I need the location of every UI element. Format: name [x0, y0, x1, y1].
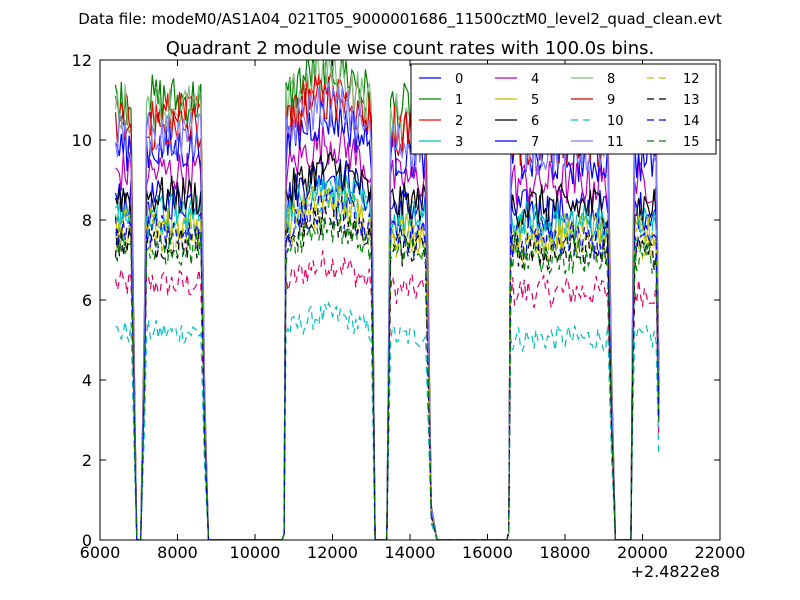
- legend-label-5: 5: [531, 93, 539, 108]
- legend-label-7: 7: [531, 135, 539, 150]
- y-tick-label: 4: [82, 371, 92, 390]
- x-tick-label: 10000: [230, 543, 281, 562]
- x-tick-label: 22000: [695, 543, 746, 562]
- legend-label-15: 15: [683, 135, 700, 150]
- legend-label-13: 13: [683, 93, 700, 108]
- y-tick-label: 10: [72, 131, 92, 150]
- legend-label-9: 9: [607, 93, 615, 108]
- series-line-10: [115, 177, 660, 540]
- y-tick-label: 8: [82, 211, 92, 230]
- x-tick-label: 16000: [462, 543, 513, 562]
- series-line-15: [114, 213, 660, 540]
- legend-label-10: 10: [607, 114, 624, 129]
- x-offset-label: +2.4822e8: [631, 562, 720, 581]
- legend-box: [410, 63, 717, 155]
- legend-label-2: 2: [455, 114, 463, 129]
- series-line-12: [114, 198, 660, 540]
- x-tick-label: 8000: [157, 543, 198, 562]
- series-line-6: [114, 151, 660, 540]
- chart-title: Quadrant 2 module wise count rates with …: [166, 38, 655, 59]
- series-line-5: [114, 184, 660, 540]
- legend-label-4: 4: [531, 72, 539, 87]
- chart-suptitle: Data file: modeM0/AS1A04_021T05_90000016…: [78, 10, 722, 29]
- y-tick-label: 6: [82, 291, 92, 310]
- legend-label-14: 14: [683, 114, 700, 129]
- series-line-11: [114, 82, 660, 540]
- series-line-4: [115, 124, 660, 540]
- series-line-extra-0: [114, 250, 660, 540]
- y-tick-label: 2: [82, 451, 92, 470]
- legend-label-1: 1: [455, 93, 463, 108]
- legend-label-12: 12: [683, 72, 700, 87]
- y-tick-label: 0: [82, 531, 92, 550]
- x-tick-label: 18000: [540, 543, 591, 562]
- legend-label-11: 11: [607, 135, 624, 150]
- x-tick-label: 20000: [617, 543, 668, 562]
- legend-label-8: 8: [607, 72, 615, 87]
- y-tick-label: 12: [72, 51, 92, 70]
- axis-ticks: 6000 8000 10000 12000 14000 16000 18000 20000 22…: [72, 51, 746, 562]
- legend-label-3: 3: [455, 135, 463, 150]
- series-line-13: [114, 206, 660, 540]
- legend-label-0: 0: [455, 72, 463, 87]
- series-layer: [114, 60, 660, 540]
- series-line-extra-1: [115, 301, 660, 540]
- x-tick-label: 6000: [80, 543, 121, 562]
- x-tick-label: 12000: [307, 543, 358, 562]
- series-line-0: [114, 158, 660, 540]
- legend-label-6: 6: [531, 114, 539, 129]
- x-tick-label: 14000: [385, 543, 436, 562]
